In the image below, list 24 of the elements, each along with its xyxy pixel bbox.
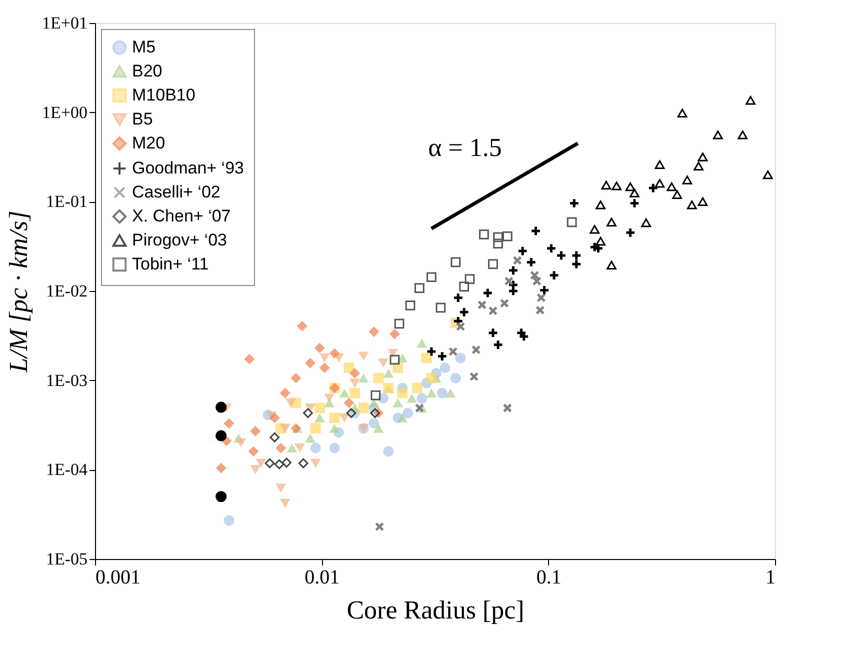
- legend-label: M10B10: [132, 86, 196, 104]
- x-axis-title: Core Radius [pc]: [346, 596, 524, 624]
- y-tick-label: 1E+00: [42, 102, 88, 122]
- legend-label: B5: [132, 110, 153, 128]
- legend-label: Pirogov+ ‘03: [132, 230, 227, 250]
- legend-label: Goodman+ ‘93: [132, 158, 244, 178]
- x-tick-label: 0.001: [96, 566, 140, 588]
- y-tick-label: 1E-05: [46, 550, 88, 568]
- x-tick-label: 0.1: [536, 566, 562, 588]
- legend-label: M20: [132, 134, 166, 152]
- y-tick-label: 1E-01: [46, 192, 88, 212]
- annotation: α = 1.5: [428, 133, 502, 162]
- y-tick-label: 1E-04: [46, 460, 88, 480]
- legend-label: X. Chen+ ‘07: [132, 206, 231, 226]
- legend-label: Caselli+ ‘02: [132, 182, 220, 202]
- x-tick-label: 0.01: [304, 566, 340, 588]
- y-axis-title: L/M [pc · km/s]: [4, 210, 34, 374]
- legend-label: B20: [132, 62, 162, 80]
- x-tick-label: 1: [766, 566, 776, 588]
- legend-label: Tobin+ ‘11: [132, 254, 209, 274]
- y-tick-label: 1E-02: [46, 282, 88, 300]
- legend-label: M5: [132, 38, 156, 56]
- y-tick-label: 1E-03: [46, 370, 88, 390]
- y-tick-label: 1E+01: [42, 14, 88, 32]
